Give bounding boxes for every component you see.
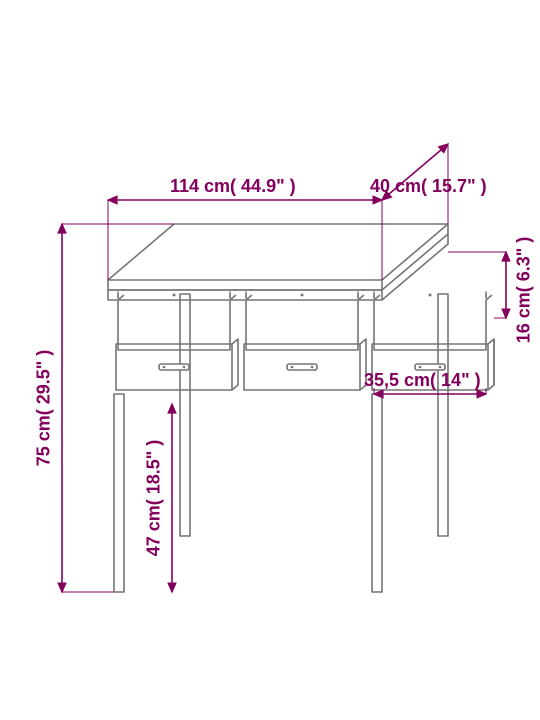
dim-label: 114 cm( 44.9" ) [170,176,296,197]
diagram-svg [0,0,540,720]
dim-label: 75 cm( 29.5" ) [34,350,55,467]
dim-label: 47 cm( 18.5" ) [144,440,165,557]
dim-label: 16 cm( 6.3" ) [514,237,535,344]
dim-label: 40 cm( 15.7" ) [370,176,487,197]
furniture-outline [108,224,486,592]
dim-label: 35,5 cm( 14" ) [364,370,481,391]
